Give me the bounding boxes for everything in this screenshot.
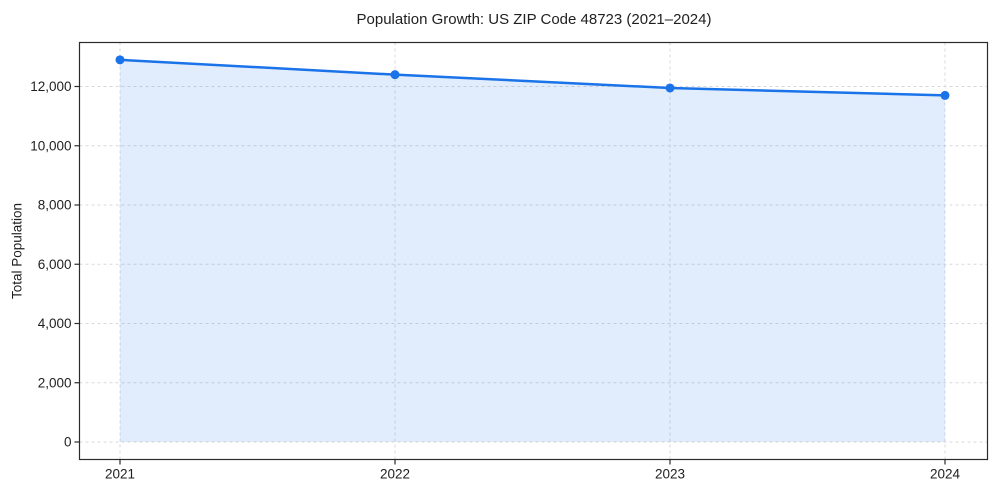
x-tick-label: 2024 <box>930 467 961 482</box>
y-tick-label: 8,000 <box>38 198 72 213</box>
y-axis-label: Total Population <box>9 202 25 300</box>
plot-border <box>78 41 989 461</box>
y-tick-label: 0 <box>64 435 72 450</box>
data-point-marker <box>940 90 950 100</box>
y-tick-label: 10,000 <box>30 138 71 153</box>
data-point-marker <box>115 55 125 65</box>
y-tick-label: 6,000 <box>38 257 72 272</box>
x-tick-label: 2022 <box>380 467 410 482</box>
area-fill <box>120 59 945 443</box>
x-tick-label: 2021 <box>105 467 135 482</box>
plot-area <box>79 42 988 460</box>
trend-line <box>118 58 947 97</box>
y-tick-label: 4,000 <box>38 316 72 331</box>
y-tick-label: 12,000 <box>30 79 71 94</box>
data-point-marker <box>665 83 675 93</box>
chart-title: Population Growth: US ZIP Code 48723 (20… <box>356 11 712 28</box>
x-tick-label: 2023 <box>655 467 685 482</box>
data-point-marker <box>390 70 400 80</box>
y-tick-label: 2,000 <box>38 375 72 390</box>
